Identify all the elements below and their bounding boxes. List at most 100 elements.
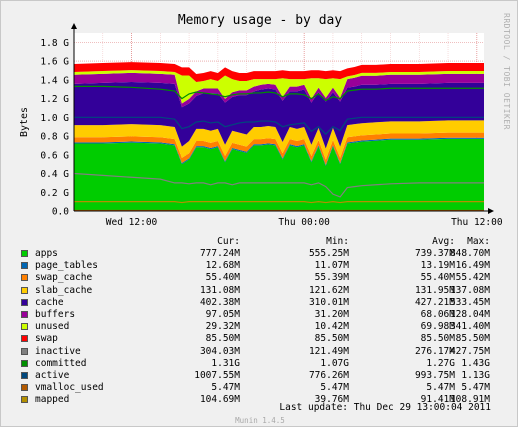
legend-row-swap-cache: swap_cache 55.40M 55.39M 55.40M 55.42M [19,272,499,284]
area-cache [74,81,484,149]
area-apps [74,138,484,211]
y-tick-label: 1.0 G [40,113,69,124]
legend-series-name: swap [35,333,58,345]
legend-avg-value: 131.95M [414,284,455,296]
legend-avg-value: 993.75M [414,369,455,381]
header-cur: Cur: [217,236,240,247]
legend-avg-value: 68.06M [420,308,455,320]
legend-cur-value: 12.68M [205,260,240,272]
legend-max-value: 108.91M [449,394,490,406]
line-inactive [73,172,484,198]
legend-min-value: 555.25M [308,248,349,259]
legend-series-name: apps [35,248,58,259]
legend-max-value: 533.45M [449,296,490,308]
legend-rows: apps 777.24M 555.25M 739.37M 848.70M page_tab… [19,248,499,406]
x-tick-label: Wed 12:00 [106,217,158,228]
rrdtool-credit: RRDTOOL / TOBI OETIKER [502,13,511,130]
legend-cur-value: 85.50M [205,333,240,345]
legend-series-name: unused [35,321,70,333]
legend-min-value: 1.07G [320,357,349,369]
x-axis-arrow [488,208,494,214]
legend-series-name: cache [35,296,64,308]
legend-min-value: 11.07M [314,260,349,272]
legend-row-unused: unused 29.32M 10.42M 69.98M 341.40M [19,321,499,333]
header-min: Min: [326,236,349,247]
legend-cur-value: 131.08M [199,284,240,296]
legend-swatch [21,359,28,367]
axes [71,23,494,214]
legend-max-value: 1.43G [461,357,490,369]
legend-min-value: 310.01M [308,296,349,308]
legend-swatch [21,396,28,404]
y-tick-label: 1.6 G [40,57,69,68]
legend-max-value: 16.49M [455,260,490,272]
legend-row-apps: apps 777.24M 555.25M 739.37M 848.70M [19,248,499,260]
legend-avg-value: 1.27G [426,357,455,369]
legend-cur-value: 304.03M [199,345,240,357]
legend-series-name: slab_cache [35,284,93,296]
area-slab-cache [74,120,484,160]
legend-max-value: 5.47M [461,382,490,394]
legend-row-page-tables: page_tables 12.68M 11.07M 13.19M 16.49M [19,260,499,272]
y-tick-labels: 0.0 0.2 G 0.4 G 0.6 G 0.8 G 1.0 G 1.2 G 1.4 G 1.… [40,38,69,218]
legend-min-value: 55.39M [314,272,349,284]
area-buffers [74,72,484,108]
legend-swatch [21,310,28,318]
legend-series-name: page_tables [35,260,98,272]
y-axis-title: Bytes [19,107,30,137]
y-tick-label: 0.2 G [40,188,69,199]
last-update-text: Last update: Thu Dec 29 13:00:04 2011 [279,402,491,413]
y-tick-label: 0.8 G [40,132,69,143]
legend-cur-value: 777.24M [199,248,240,259]
legend-series-name: committed [35,357,87,369]
legend-row-vmalloc-used: vmalloc_used 5.47M 5.47M 5.47M 5.47M [19,382,499,394]
area-unused [74,70,484,104]
legend-avg-value: 13.19M [420,260,455,272]
legend-avg-value: 55.40M [420,272,455,284]
legend-cur-value: 97.05M [205,308,240,320]
legend-header-row: Cur: Min: Avg: Max: [19,235,499,248]
y-tick-label: 1.8 G [40,38,69,49]
legend-row-buffers: buffers 97.05M 31.20M 68.06M 128.04M [19,309,499,321]
legend-row-slab-cache: slab_cache 131.08M 121.62M 131.95M 137.08M [19,285,499,297]
legend-table: Cur: Min: Avg: Max: apps 777.24M 555.25M 73… [19,235,499,406]
line-active [74,116,484,136]
legend-max-value: 848.70M [449,248,490,259]
y-tick-label: 0.4 G [40,169,69,180]
munin-version: Munin 1.4.5 [235,416,285,425]
legend-avg-value: 69.98M [420,321,455,333]
legend-min-value: 10.42M [314,321,349,333]
legend-avg-value: 5.47M [426,382,455,394]
legend-row-committed: committed 1.31G 1.07G 1.27G 1.43G [19,358,499,370]
legend-max-value: 128.04M [449,308,490,320]
y-tick-label: 1.2 G [40,94,69,105]
legend-swatch [21,274,28,282]
legend-cur-value: 402.38M [199,296,240,308]
legend-swatch [21,250,28,257]
stacked-areas [74,62,484,211]
y-tick-label: 0.0 [52,207,69,218]
legend-cur-value: 104.69M [199,394,240,406]
area-swap [74,62,484,82]
series-lines [73,85,484,212]
line-committed [74,85,484,102]
legend-series-name: inactive [35,345,81,357]
legend-max-value: 427.75M [449,345,490,357]
legend-series-name: swap_cache [35,272,93,284]
x-tick-label: Thu 12:00 [451,217,503,228]
legend-max-value: 55.42M [455,272,490,284]
legend-max-value: 137.08M [449,284,490,296]
area-swap-cache [74,132,484,165]
legend-min-value: 121.62M [308,284,349,296]
y-tick-label: 1.4 G [40,75,69,86]
legend-swatch [21,262,28,270]
legend-row-cache: cache 402.38M 310.01M 427.21M 533.45M [19,297,499,309]
legend-series-name: buffers [35,308,76,320]
x-tick-label: Thu 00:00 [278,217,330,228]
legend-swatch [21,298,28,306]
legend-min-value: 121.49M [308,345,349,357]
legend-swatch [21,286,28,294]
legend-row-swap: swap 85.50M 85.50M 85.50M 85.50M [19,333,499,345]
